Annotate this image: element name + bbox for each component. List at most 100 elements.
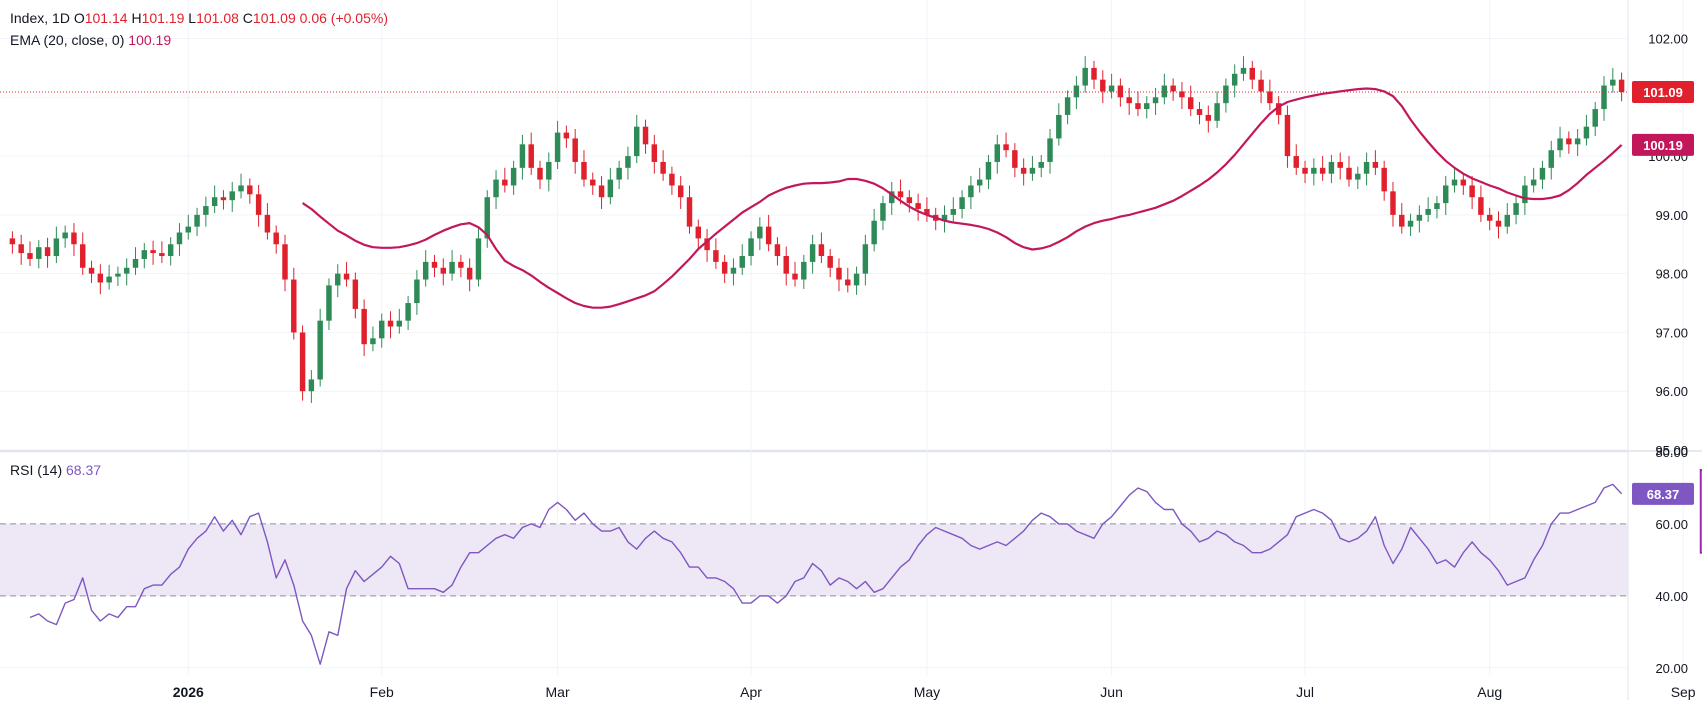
candle-up: [132, 258, 139, 268]
rsi-tick-label: 20.00: [1655, 661, 1688, 676]
price-tick-label: 98.00: [1655, 267, 1688, 282]
candle-up: [317, 320, 323, 380]
candle-down: [273, 232, 279, 245]
last-price-tag: 101.09: [1632, 81, 1694, 104]
candle-down: [1267, 91, 1273, 104]
candle-down: [598, 185, 605, 198]
candle-down: [1170, 85, 1176, 92]
ema-tag: 100.19: [1632, 133, 1694, 156]
candle-up: [1434, 203, 1440, 209]
candle-up: [889, 191, 895, 204]
candle-up: [229, 191, 235, 201]
legend-ema-value: 100.19: [128, 32, 172, 48]
candle-down: [1566, 138, 1572, 145]
candle-up: [414, 279, 420, 304]
candle-up: [106, 276, 112, 283]
candle-down: [1486, 214, 1493, 221]
ema-path: [301, 87, 1623, 309]
time-tick-label: Jul: [1296, 684, 1314, 700]
price-tick-label: 97.00: [1655, 325, 1688, 340]
candle-up: [194, 214, 200, 227]
candle-down: [1117, 85, 1124, 98]
candle-up: [950, 208, 957, 215]
candle-down: [1478, 197, 1484, 215]
candle-down: [686, 197, 693, 227]
candle-up: [378, 320, 385, 339]
legend-l-label: L: [188, 10, 197, 26]
rsi-highlight-box: [1699, 468, 1702, 554]
time-tick-label: Apr: [740, 684, 762, 700]
candle-down: [721, 261, 728, 274]
candle-up: [625, 156, 631, 168]
candle-up: [853, 273, 860, 286]
legend-c-label: C: [242, 10, 253, 26]
time-tick-label: Sep: [1671, 684, 1696, 700]
legend-rsi-value: 68.37: [66, 462, 102, 478]
candle-down: [1196, 109, 1203, 115]
rsi-tick-label: 40.00: [1655, 589, 1688, 604]
candle-up: [1223, 85, 1229, 104]
candle-down: [1319, 167, 1326, 174]
candle-down: [502, 179, 508, 186]
candle-down: [537, 167, 543, 180]
candle-down: [150, 250, 156, 254]
price-tick-label: 102.00: [1648, 32, 1688, 47]
candle-up: [326, 285, 332, 321]
candle-up: [862, 244, 869, 274]
time-tick-label: Mar: [546, 684, 570, 700]
candle-up: [36, 247, 42, 259]
time-tick-label: Aug: [1477, 684, 1502, 700]
candle-down: [1460, 179, 1467, 186]
candle-down: [1187, 97, 1194, 110]
candle-up: [1416, 214, 1423, 221]
candle-down: [255, 194, 262, 215]
candle-up: [1530, 179, 1537, 186]
candle-up: [449, 261, 455, 274]
candle-up: [238, 185, 244, 192]
candle-up: [115, 273, 121, 277]
last-price-tag-text: 101.09: [1643, 85, 1683, 100]
candle-down: [528, 144, 534, 168]
candle-up: [1610, 79, 1616, 86]
legend-ema: EMA (20, close, 0) 100.19: [10, 32, 171, 48]
rsi-path: [29, 483, 1623, 665]
candle-down: [915, 203, 921, 209]
candle-down: [80, 244, 86, 268]
candle-up: [730, 267, 737, 274]
candle-up: [1047, 138, 1053, 162]
candle-down: [1003, 144, 1009, 151]
rsi-band-fill: [0, 523, 1628, 596]
candle-down: [1012, 150, 1018, 168]
legend-ema-label: EMA (20, close, 0): [10, 32, 125, 48]
candle-up: [1592, 109, 1598, 127]
candle-down: [1020, 167, 1027, 174]
candle-up: [634, 126, 640, 157]
legend-open: 101.14: [84, 10, 128, 26]
candle-down: [343, 273, 350, 280]
candle-down: [282, 244, 288, 280]
candle-down: [1390, 191, 1396, 215]
candle-down: [695, 226, 702, 239]
candle-down: [264, 214, 271, 233]
legend-rsi-label: RSI (14): [10, 462, 63, 478]
axes: 102.00101.00100.0099.0098.0097.0096.0095…: [0, 32, 1696, 700]
candle-down: [590, 179, 596, 186]
candle-down: [1381, 167, 1387, 192]
rsi-band: [0, 523, 1628, 597]
candle-up: [1056, 114, 1062, 139]
ema-line: [301, 87, 1623, 309]
candle-down: [1302, 167, 1308, 174]
candle-up: [1443, 185, 1449, 204]
candle-up: [985, 161, 992, 180]
candle-up: [1161, 85, 1168, 98]
candle-up: [519, 144, 526, 168]
candle-down: [1091, 67, 1097, 80]
rsi-tag-text: 68.37: [1647, 487, 1680, 502]
candle-up: [335, 273, 341, 286]
rsi-line: [29, 468, 1702, 665]
candle-down: [220, 197, 227, 201]
candle-up: [1548, 150, 1554, 168]
candle-up: [141, 250, 148, 259]
candle-up: [801, 261, 807, 280]
